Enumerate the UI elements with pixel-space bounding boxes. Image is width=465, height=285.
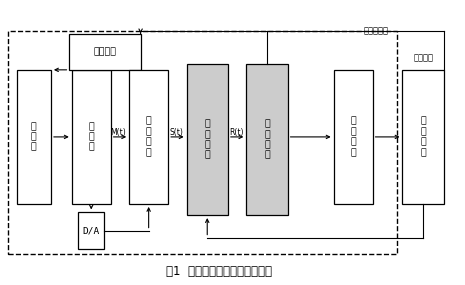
Bar (403, 70, 444, 204)
Text: 检
测
模
块: 检 测 模 块 (264, 120, 270, 160)
Text: 射
频
解
调: 射 频 解 调 (204, 120, 210, 160)
Bar (246, 64, 288, 215)
Bar (78, 212, 104, 249)
Bar (246, 64, 288, 215)
Bar (333, 70, 372, 204)
Bar (186, 64, 228, 215)
Text: 射
频
调
制: 射 频 调 制 (146, 117, 152, 157)
Text: 图1  回波信号模拟器系统构框图: 图1 回波信号模拟器系统构框图 (166, 264, 272, 278)
Text: 缓
冲
器: 缓 冲 器 (88, 122, 94, 152)
Text: 同
步
信
号: 同 步 信 号 (420, 117, 426, 157)
Bar (186, 64, 228, 215)
Bar (8, 31, 397, 254)
Bar (69, 34, 140, 70)
Text: 主控制机: 主控制机 (93, 47, 117, 56)
Text: S(t): S(t) (170, 128, 183, 137)
Text: 回波模拟器: 回波模拟器 (364, 27, 389, 36)
Bar (17, 70, 51, 204)
Text: M(t): M(t) (110, 128, 126, 137)
Bar (129, 70, 168, 204)
Text: 被
测
设
备: 被 测 设 备 (350, 117, 356, 157)
Text: D/A: D/A (82, 226, 100, 235)
Bar (72, 70, 111, 204)
Text: R(t): R(t) (229, 128, 243, 137)
Text: 同步信号: 同步信号 (413, 53, 433, 62)
Text: 数
据
库: 数 据 库 (31, 122, 37, 152)
